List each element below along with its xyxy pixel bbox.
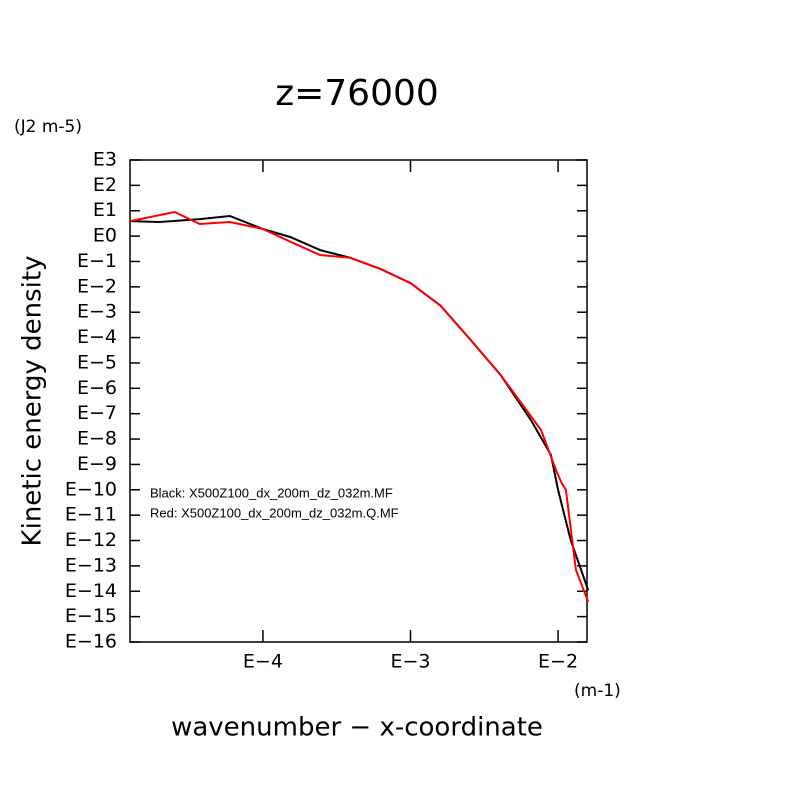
y-unit: (J2 m-5)	[14, 117, 82, 137]
y-tick-label: E−7	[77, 402, 117, 424]
y-tick-label: E−6	[77, 377, 117, 399]
y-tick-label: E−8	[77, 428, 117, 450]
y-tick-label: E−3	[77, 301, 117, 323]
series-line	[129, 210, 590, 603]
x-axis-label: wavenumber − x-coordinate	[171, 713, 543, 743]
y-axis-label: Kinetic energy density	[18, 256, 48, 547]
x-tick-label: E−4	[243, 651, 283, 673]
chart-title: z=76000	[275, 73, 439, 114]
y-tick-label: E1	[93, 199, 117, 221]
y-tick-label: E−13	[65, 554, 117, 576]
y-tick-label: E−16	[65, 631, 117, 653]
x-unit: (m-1)	[574, 681, 621, 701]
y-tick-label: E−1	[77, 250, 117, 272]
y-tick-label: E−14	[65, 580, 117, 602]
y-tick-label: E−12	[65, 529, 117, 551]
y-tick-label: E−9	[77, 453, 117, 475]
y-tick-label: E−11	[65, 504, 117, 526]
x-tick-label: E−3	[390, 651, 430, 673]
plot-frame	[129, 159, 588, 643]
y-tick-label: E−2	[77, 275, 117, 297]
y-tick-label: E−4	[77, 326, 117, 348]
legend-entry: Black: X500Z100_dx_200m_dz_032m.MF	[150, 485, 393, 500]
y-tick-label: E−15	[65, 605, 117, 627]
y-tick-label: E3	[93, 149, 117, 171]
x-tick-label: E−2	[538, 651, 578, 673]
y-tick-label: E2	[93, 174, 117, 196]
legend-entry: Red: X500Z100_dx_200m_dz_032m.Q.MF	[150, 505, 399, 520]
y-tick-label: E0	[93, 225, 117, 247]
y-tick-label: E−10	[65, 478, 117, 500]
series-line	[130, 214, 590, 591]
y-tick-label: E−5	[77, 351, 117, 373]
